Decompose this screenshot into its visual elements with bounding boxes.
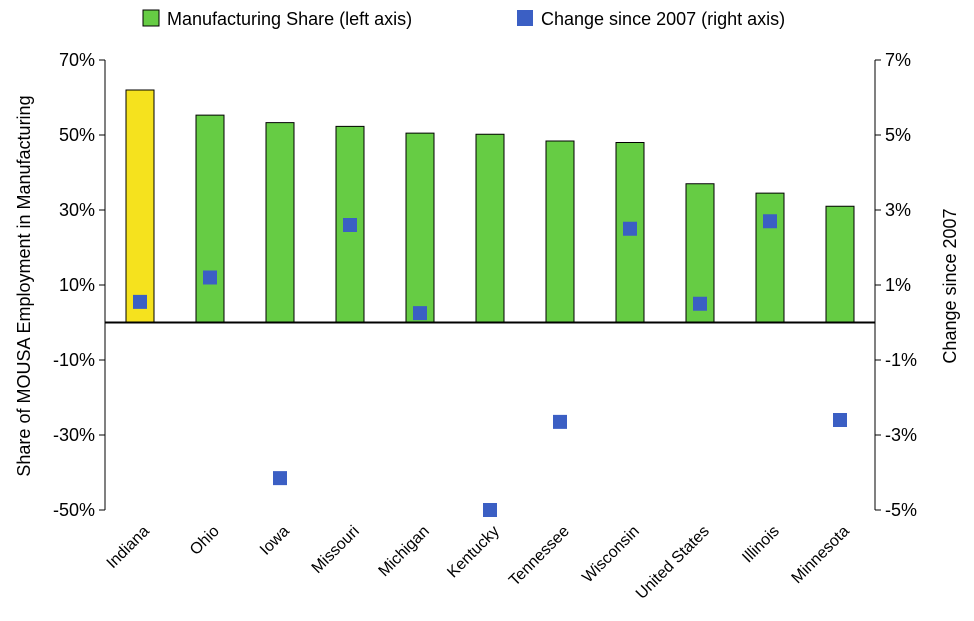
x-tick-label-tennessee: Tennessee xyxy=(506,523,573,590)
point-wisconsin xyxy=(623,221,637,236)
y-tick-label-left: 50% xyxy=(59,125,95,145)
bar-united-states xyxy=(685,183,715,323)
y-axis-title-left: Share of MOUSA Employment in Manufacturi… xyxy=(14,95,34,476)
x-tick-label-illinois: Illinois xyxy=(739,523,782,566)
x-axis-labels: Indiana Ohio Iowa Missouri Michigan Kentucky T… xyxy=(104,523,853,603)
y-tick-label-right: -1% xyxy=(885,350,917,370)
y-tick-label-right: 5% xyxy=(885,125,911,145)
y-tick-label-left: 30% xyxy=(59,200,95,220)
y-tick-label-left: -50% xyxy=(53,500,95,520)
y-axis-left: 70% 50% 30% 10% -10% -30% -50% xyxy=(53,50,105,520)
y-tick-label-right: 1% xyxy=(885,275,911,295)
x-tick-label-kentucky: Kentucky xyxy=(444,523,503,582)
bar-illinois xyxy=(755,192,785,323)
legend-swatch-change-since-2007 xyxy=(517,10,533,26)
y-tick-label-right: -3% xyxy=(885,425,917,445)
point-indiana xyxy=(133,294,147,309)
bar-michigan xyxy=(405,132,435,323)
bar-tennessee xyxy=(545,140,575,323)
x-tick-label-minnesota: Minnesota xyxy=(789,523,853,587)
legend-label-change-since-2007: Change since 2007 (right axis) xyxy=(541,9,785,29)
y-tick-label-left: -10% xyxy=(53,350,95,370)
y-tick-label-right: -5% xyxy=(885,500,917,520)
point-series xyxy=(133,214,847,517)
x-tick-label-united-states: United States xyxy=(633,523,713,603)
x-tick-label-indiana: Indiana xyxy=(104,523,153,572)
x-tick-label-missouri: Missouri xyxy=(309,523,363,577)
point-missouri xyxy=(343,218,357,232)
bar-minnesota xyxy=(825,205,855,323)
legend: Manufacturing Share (left axis) Change s… xyxy=(142,9,785,29)
bar-series xyxy=(125,89,855,323)
point-iowa xyxy=(273,471,287,486)
bar-ohio xyxy=(195,114,225,323)
point-ohio xyxy=(203,270,217,285)
bar-iowa xyxy=(265,122,295,323)
x-tick-label-michigan: Michigan xyxy=(376,523,433,580)
bar-kentucky xyxy=(475,133,505,323)
y-tick-label-left: -30% xyxy=(53,425,95,445)
y-axis-title-right: Change since 2007 xyxy=(940,208,960,363)
bar-indiana xyxy=(125,89,155,323)
point-michigan xyxy=(413,306,427,321)
x-tick-label-wisconsin: Wisconsin xyxy=(579,523,643,587)
y-tick-label-right: 3% xyxy=(885,200,911,220)
point-kentucky xyxy=(483,503,497,517)
point-tennessee xyxy=(553,414,567,429)
legend-label-manufacturing-share: Manufacturing Share (left axis) xyxy=(167,9,412,29)
point-illinois xyxy=(763,214,777,229)
y-tick-label-left: 70% xyxy=(59,50,95,70)
x-tick-label-ohio: Ohio xyxy=(187,523,223,559)
y-tick-label-left: 10% xyxy=(59,275,95,295)
legend-swatch-manufacturing-share xyxy=(142,9,160,27)
y-tick-label-right: 7% xyxy=(885,50,911,70)
x-tick-label-iowa: Iowa xyxy=(257,523,293,559)
point-minnesota xyxy=(833,413,847,427)
point-united-states xyxy=(693,296,707,311)
y-axis-right: 7% 5% 3% 1% -1% -3% -5% xyxy=(875,50,917,520)
